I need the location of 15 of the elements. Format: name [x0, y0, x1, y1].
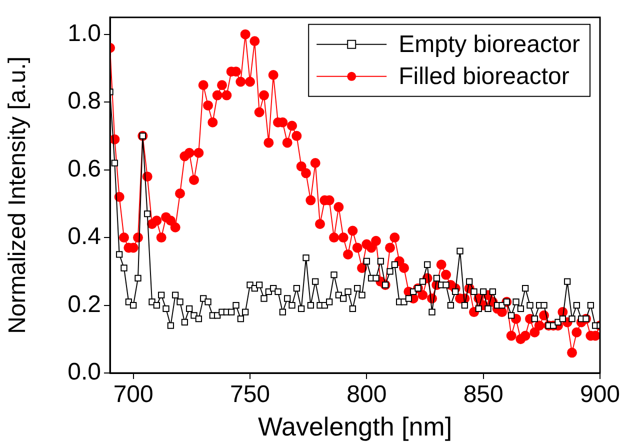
x-tick-label: 800 [346, 381, 387, 408]
y-axis-title: Normalized Intensity [a.u.] [4, 56, 32, 334]
x-tick-label: 750 [230, 381, 270, 408]
y-tick-label: 0.2 [68, 290, 101, 318]
y-tick-label: 1.0 [68, 20, 101, 47]
legend-label: Empty bioreactor [398, 31, 580, 58]
x-tick-label: 850 [463, 381, 504, 408]
x-axis-title: Wavelength [nm] [258, 412, 452, 442]
x-tick-label: 900 [580, 381, 620, 408]
legend-label: Filled bioreactor [398, 63, 570, 90]
y-tick-label: 0.8 [68, 88, 101, 115]
y-tick-label: 0.4 [68, 223, 101, 250]
x-tick-label: 700 [113, 381, 154, 408]
y-tick-label: 0.6 [68, 155, 101, 182]
y-tick-label: 0.0 [68, 358, 101, 386]
